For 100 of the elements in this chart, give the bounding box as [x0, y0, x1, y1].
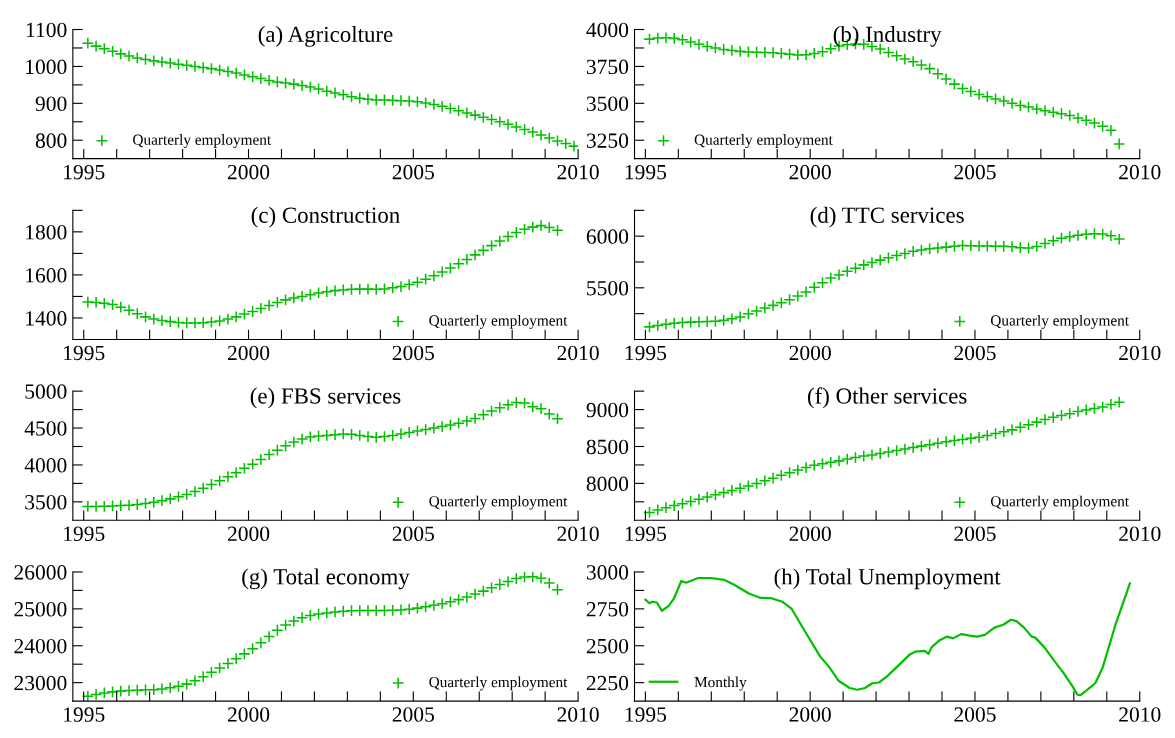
- point: [312, 429, 325, 443]
- point: [1022, 418, 1035, 431]
- point: [386, 281, 399, 294]
- point: [643, 32, 656, 46]
- point: [1014, 99, 1027, 112]
- point: [989, 240, 1002, 253]
- point: [411, 276, 424, 289]
- point: [972, 88, 986, 101]
- point: [643, 506, 656, 519]
- point: [213, 314, 226, 328]
- point: [81, 295, 94, 309]
- legend-label: Quarterly employment: [990, 495, 1129, 510]
- point: [230, 310, 243, 324]
- point: [1104, 229, 1118, 242]
- point: [692, 493, 706, 506]
- point: [312, 607, 325, 621]
- point: [775, 469, 788, 482]
- point: [518, 123, 531, 136]
- y-tick-label: 2500: [586, 638, 629, 654]
- point: [345, 90, 358, 103]
- point: [931, 437, 945, 450]
- point: [89, 39, 103, 53]
- x-tick-label: 2000: [789, 707, 831, 722]
- point: [155, 55, 169, 69]
- point: [114, 301, 127, 314]
- point: [304, 430, 317, 444]
- point: [997, 240, 1010, 253]
- point: [948, 240, 961, 253]
- point: [403, 426, 416, 439]
- point: [164, 681, 177, 694]
- x-tick-label: 1995: [64, 164, 105, 180]
- point: [147, 312, 160, 326]
- point: [180, 488, 193, 501]
- point: [799, 48, 813, 61]
- point: [419, 96, 432, 110]
- point: [213, 63, 226, 77]
- point: [271, 296, 284, 309]
- point: [180, 316, 193, 330]
- point: [337, 88, 350, 101]
- point: [403, 603, 416, 616]
- point: [701, 40, 714, 53]
- point: [534, 402, 548, 415]
- point: [337, 605, 350, 618]
- y-tick-label: 3750: [586, 59, 629, 75]
- point: [98, 686, 111, 700]
- point: [766, 472, 780, 485]
- point: [668, 499, 681, 512]
- point: [493, 115, 506, 128]
- point: [337, 283, 350, 297]
- point: [1055, 232, 1068, 245]
- point: [279, 293, 292, 307]
- point: [122, 499, 136, 512]
- point: [81, 690, 94, 702]
- y-tick-label: 6000: [586, 229, 629, 244]
- x-tick-label: 2000: [227, 526, 270, 541]
- point: [460, 590, 474, 604]
- point: [345, 428, 358, 441]
- point: [114, 499, 127, 512]
- point: [147, 54, 160, 68]
- point: [659, 318, 673, 331]
- point: [709, 41, 722, 55]
- point: [1088, 402, 1101, 415]
- point: [188, 316, 202, 330]
- y-tick-label: 24000: [14, 638, 67, 654]
- point: [155, 494, 169, 507]
- point: [427, 98, 441, 111]
- point: [725, 44, 739, 57]
- point: [518, 396, 531, 410]
- point: [188, 60, 202, 73]
- point: [106, 45, 119, 58]
- point: [750, 477, 763, 490]
- point: [262, 299, 276, 312]
- y-tick-label: 1400: [26, 311, 67, 326]
- point: [882, 46, 895, 59]
- point: [205, 62, 218, 75]
- y-tick-label: 3000: [586, 565, 629, 580]
- point: [832, 454, 846, 468]
- point: [733, 482, 747, 495]
- point: [676, 33, 689, 46]
- point: [172, 58, 185, 71]
- point: [262, 74, 276, 87]
- point: [452, 417, 465, 430]
- legend-label: Quarterly employment: [990, 314, 1129, 329]
- point: [1104, 124, 1118, 137]
- point: [989, 92, 1002, 106]
- point: [543, 576, 556, 590]
- point: [1113, 396, 1126, 409]
- point: [230, 66, 243, 80]
- point: [427, 599, 441, 612]
- point: [874, 253, 887, 267]
- point: [419, 600, 432, 613]
- point: [981, 429, 994, 442]
- y-tick-label: 1600: [26, 268, 67, 283]
- x-tick-label: 2005: [954, 345, 996, 361]
- point: [501, 398, 515, 411]
- point: [898, 442, 912, 456]
- point: [915, 439, 928, 453]
- point: [725, 312, 739, 325]
- point: [427, 421, 441, 435]
- point: [684, 495, 697, 508]
